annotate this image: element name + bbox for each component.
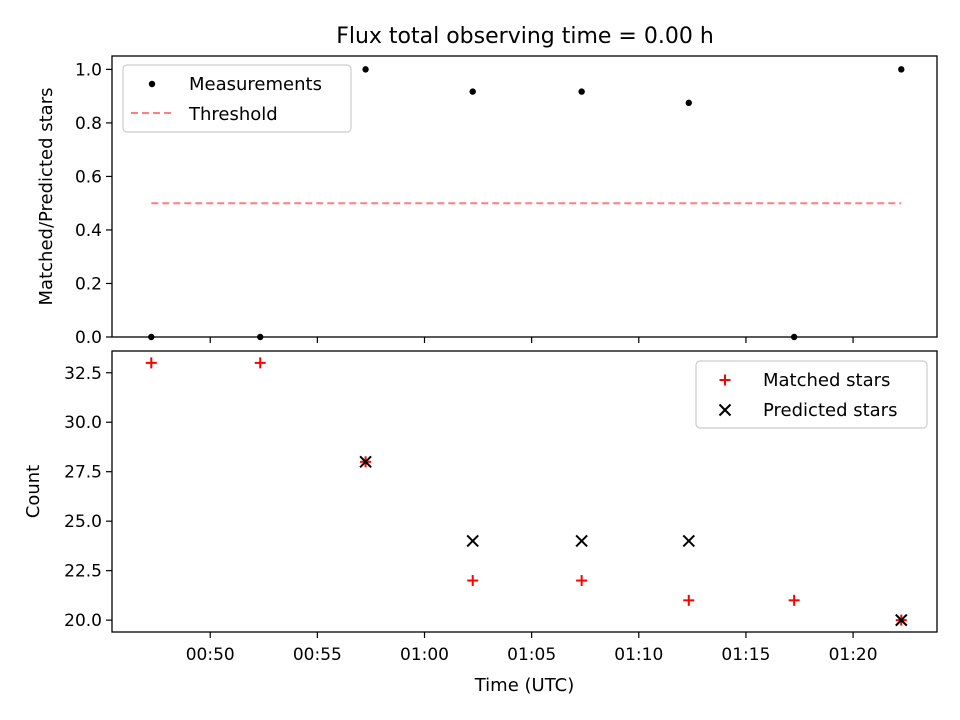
measurement-point [362, 66, 369, 73]
measurement-point [898, 66, 905, 73]
bottom-y-tick-label: 32.5 [64, 364, 102, 384]
matched-star-marker [576, 575, 588, 587]
x-tick-label: 01:00 [400, 645, 449, 665]
legend-threshold-label: Threshold [188, 104, 278, 125]
measurement-point [469, 88, 476, 95]
x-tick-label: 00:50 [186, 645, 235, 665]
legend-matched-label: Matched stars [763, 370, 890, 391]
legend-predicted-label: Predicted stars [763, 400, 897, 421]
predicted-star-marker [575, 534, 588, 548]
top-y-tick-label: 0.2 [75, 274, 102, 294]
bottom-y-tick-label: 22.5 [64, 562, 102, 582]
bottom-legend: Matched stars Predicted stars [695, 360, 928, 429]
top-legend-box [122, 64, 352, 133]
top-data-marks [148, 66, 905, 341]
bottom-axes-frame [111, 350, 938, 633]
bottom-y-tick-label: 25.0 [64, 512, 102, 532]
measurement-point [578, 88, 585, 95]
bottom-data-marks [145, 357, 908, 627]
top-panel-ratio: 0.0 0.2 0.4 0.6 0.8 1.0 Matched/Predicted sta… [36, 55, 938, 348]
x-tick-label: 01:15 [721, 645, 770, 665]
measurement-point [148, 80, 156, 88]
bottom-axes: 20.0 22.5 25.0 27.5 30.0 32.5 00:50 00:55 01:00 0… [64, 364, 877, 665]
bottom-y-tick-label: 20.0 [64, 611, 102, 631]
predicted-star-marker [895, 613, 908, 627]
x-axis-label: Time (UTC) [474, 675, 575, 696]
legend-measurements-label: Measurements [189, 74, 322, 95]
x-tick-label: 01:10 [614, 645, 663, 665]
top-y-tick-label: 0.0 [75, 328, 102, 348]
x-tick-label: 01:20 [829, 645, 878, 665]
x-tick-label: 00:55 [293, 645, 342, 665]
matched-star-marker [467, 575, 479, 587]
x-tick-label: 01:05 [507, 645, 556, 665]
matched-star-marker [254, 357, 266, 369]
bottom-y-tick-label: 30.0 [64, 413, 102, 433]
top-y-tick-label: 0.6 [75, 167, 102, 187]
bottom-y-tick-label: 27.5 [64, 463, 102, 483]
top-axes: 0.0 0.2 0.4 0.6 0.8 1.0 [75, 60, 854, 348]
legend-predicted-swatch [718, 403, 732, 417]
figure-title: Flux total observing time = 0.00 h [336, 24, 714, 49]
legend-matched-swatch [719, 374, 731, 386]
top-y-tick-label: 1.0 [75, 60, 102, 80]
predicted-star-marker [359, 455, 372, 469]
predicted-star-marker [682, 534, 695, 548]
top-y-tick-label: 0.4 [75, 221, 102, 241]
matched-star-marker [683, 594, 695, 606]
matched-star-marker [145, 357, 157, 369]
top-legend: Measurements Threshold [122, 64, 352, 133]
matched-star-marker [788, 594, 800, 606]
bottom-legend-box [695, 360, 928, 429]
top-axes-frame [111, 55, 938, 338]
bottom-panel-counts: 20.0 22.5 25.0 27.5 30.0 32.5 00:50 00:55 01:00 0… [23, 350, 938, 696]
bottom-y-axis-label: Count [23, 465, 44, 518]
measurement-point [685, 99, 692, 107]
top-y-axis-label: Matched/Predicted stars [36, 88, 57, 306]
predicted-star-marker [466, 534, 479, 548]
top-y-tick-label: 0.8 [75, 114, 102, 134]
